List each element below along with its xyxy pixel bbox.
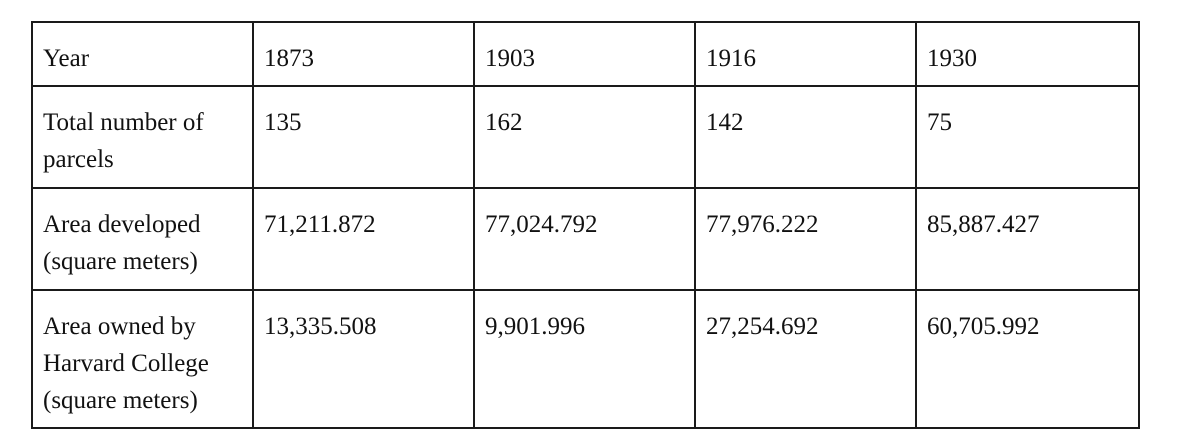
table-row-area-developed: Area developed (square meters) 71,211.87…	[31, 187, 1140, 291]
table-cell: 13,335.508	[252, 289, 475, 429]
table-cell: 1930	[915, 21, 1140, 87]
table-cell: 77,024.792	[473, 187, 696, 291]
table-cell: 60,705.992	[915, 289, 1140, 429]
table-row-parcels: Total number of parcels 135 162 142 75	[31, 85, 1140, 189]
table-cell: 135	[252, 85, 475, 189]
table-cell: 162	[473, 85, 696, 189]
table-cell: 71,211.872	[252, 187, 475, 291]
table-cell: 9,901.996	[473, 289, 696, 429]
table-cell: 1916	[694, 21, 917, 87]
table-row-area-harvard: Area owned by Harvard College (square me…	[31, 289, 1140, 429]
table-cell: 1873	[252, 21, 475, 87]
table-cell: 27,254.692	[694, 289, 917, 429]
row-header-area-harvard: Area owned by Harvard College (square me…	[31, 289, 254, 429]
table-cell: 77,976.222	[694, 187, 917, 291]
row-header-year: Year	[31, 21, 254, 87]
table-row-year: Year 1873 1903 1916 1930	[31, 21, 1140, 87]
row-header-parcels: Total number of parcels	[31, 85, 254, 189]
data-table: Year 1873 1903 1916 1930 Total number of…	[31, 21, 1140, 429]
table-cell: 142	[694, 85, 917, 189]
table-cell: 1903	[473, 21, 696, 87]
row-header-area-developed: Area developed (square meters)	[31, 187, 254, 291]
table-cell: 85,887.427	[915, 187, 1140, 291]
table-cell: 75	[915, 85, 1140, 189]
